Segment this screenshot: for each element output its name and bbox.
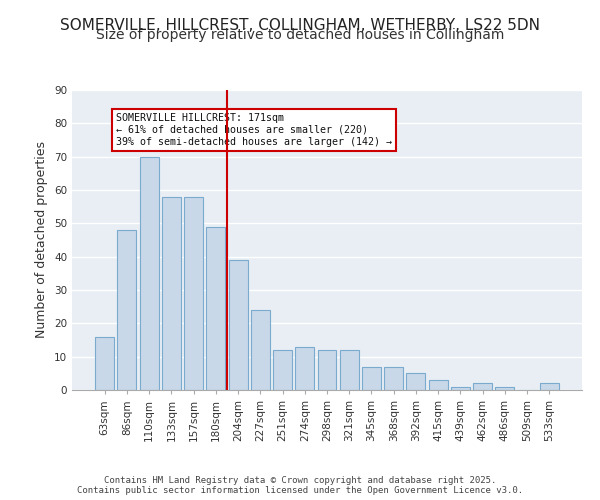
- Bar: [317, 350, 337, 390]
- Bar: [362, 366, 381, 390]
- Bar: [406, 374, 425, 390]
- Bar: [295, 346, 314, 390]
- Bar: [95, 336, 114, 390]
- Bar: [496, 386, 514, 390]
- Text: Contains HM Land Registry data © Crown copyright and database right 2025.
Contai: Contains HM Land Registry data © Crown c…: [77, 476, 523, 495]
- Text: Size of property relative to detached houses in Collingham: Size of property relative to detached ho…: [96, 28, 504, 42]
- Bar: [473, 384, 492, 390]
- Bar: [184, 196, 203, 390]
- Bar: [140, 156, 158, 390]
- Y-axis label: Number of detached properties: Number of detached properties: [35, 142, 49, 338]
- Bar: [540, 384, 559, 390]
- Bar: [340, 350, 359, 390]
- Bar: [206, 226, 225, 390]
- Text: SOMERVILLE, HILLCREST, COLLINGHAM, WETHERBY, LS22 5DN: SOMERVILLE, HILLCREST, COLLINGHAM, WETHE…: [60, 18, 540, 32]
- Bar: [429, 380, 448, 390]
- Bar: [273, 350, 292, 390]
- Bar: [118, 230, 136, 390]
- Bar: [162, 196, 181, 390]
- Bar: [384, 366, 403, 390]
- Bar: [451, 386, 470, 390]
- Bar: [229, 260, 248, 390]
- Bar: [251, 310, 270, 390]
- Text: SOMERVILLE HILLCREST: 171sqm
← 61% of detached houses are smaller (220)
39% of s: SOMERVILLE HILLCREST: 171sqm ← 61% of de…: [116, 114, 392, 146]
